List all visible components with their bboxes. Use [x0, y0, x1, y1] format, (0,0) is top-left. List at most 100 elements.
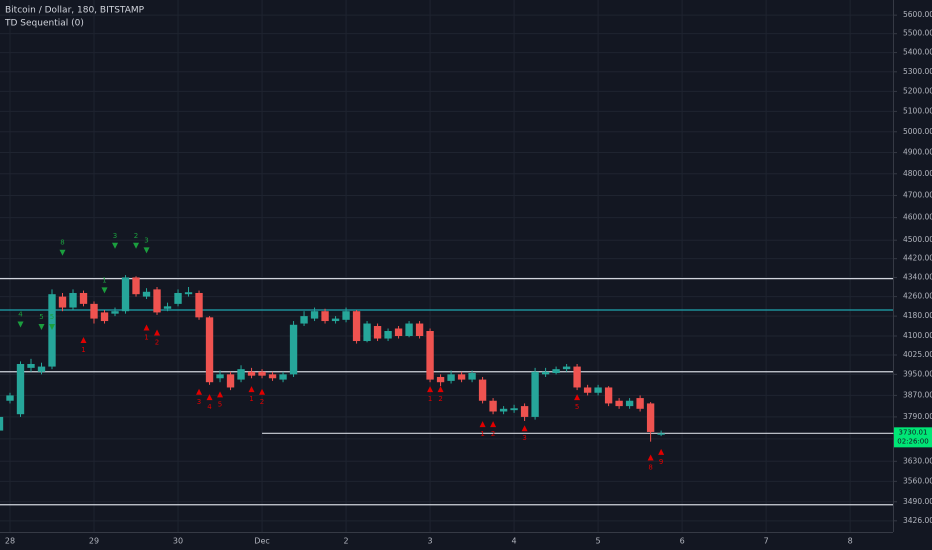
candle-body: [384, 330, 392, 339]
y-tick-label: 4260.00: [903, 292, 932, 301]
y-tick-label: 5200.00: [903, 86, 932, 95]
candle-body: [216, 374, 224, 379]
last-price-label: 3730.01: [899, 428, 928, 436]
candle-body: [279, 374, 287, 380]
td-arrow: [427, 386, 434, 393]
candle-body: [16, 363, 25, 415]
candle-body: [174, 292, 182, 304]
candle-body: [289, 324, 298, 375]
candle-body: [100, 312, 109, 322]
y-tick-label: 4025.00: [903, 350, 932, 359]
candle-body: [48, 294, 56, 367]
td-count: 1: [428, 395, 432, 403]
candle-body: [132, 277, 140, 295]
td-arrow: [521, 425, 528, 432]
x-tick-label: 4: [512, 537, 517, 546]
candle-body: [184, 292, 193, 295]
td-count: 1: [144, 333, 148, 341]
x-tick-label: 5: [596, 537, 601, 546]
candle-body: [468, 373, 476, 380]
candle-body: [405, 323, 413, 337]
candle-body: [163, 306, 172, 309]
td-arrow: [49, 324, 56, 331]
candle-body: [79, 292, 88, 304]
y-tick-label: 5100.00: [903, 106, 932, 115]
y-tick-label: 4100.00: [903, 331, 932, 340]
grid: [0, 0, 893, 532]
candle-body: [510, 408, 518, 411]
candle-body: [636, 398, 644, 409]
candle-body: [552, 369, 560, 374]
candle-body: [615, 400, 623, 407]
td-arrow: [143, 247, 150, 254]
td-arrow: [38, 324, 45, 331]
y-tick-label: 4180.00: [903, 311, 932, 320]
candle-body: [394, 328, 403, 337]
td-count: 1: [480, 430, 484, 438]
candle-body: [121, 277, 130, 312]
td-count: 5: [575, 403, 579, 411]
td-arrow: [437, 386, 444, 393]
y-tick-label: 3790.00: [903, 412, 932, 421]
td-count: 8: [60, 239, 64, 247]
td-count: 3: [144, 236, 148, 244]
td-count: 2: [260, 398, 264, 406]
candle-body: [342, 311, 350, 320]
td-count: 3: [113, 232, 117, 240]
candle-body: [205, 317, 214, 383]
candle-body: [604, 387, 613, 404]
candle-body: [0, 416, 4, 431]
candle-body: [58, 296, 67, 308]
td-arrow: [59, 249, 66, 256]
x-tick-label: 2: [344, 537, 349, 546]
candle-body: [373, 326, 382, 339]
x-tick-label: 6: [680, 537, 685, 546]
td-arrow: [196, 388, 203, 395]
candle-body: [499, 408, 508, 412]
x-tick-label: 3: [428, 537, 433, 546]
y-tick-label: 5600.00: [903, 10, 932, 19]
td-arrow: [80, 337, 87, 344]
candle-body: [352, 311, 361, 342]
candle-body: [6, 395, 14, 401]
td-arrow: [143, 324, 150, 331]
td-count: 4: [207, 403, 212, 411]
td-count: 2: [491, 430, 495, 438]
candle-body: [90, 303, 98, 319]
candle-body: [321, 311, 329, 322]
y-tick-label: 4420.00: [903, 254, 932, 263]
td-count: 1: [249, 395, 253, 403]
candle-body: [247, 371, 256, 376]
chart-title: Bitcoin / Dollar, 180, BITSTAMP: [5, 6, 145, 16]
candle-body: [37, 366, 46, 372]
td-count: 5: [50, 313, 54, 321]
candle-body: [478, 379, 487, 401]
y-tick-label: 4700.00: [903, 190, 932, 199]
td-arrow: [248, 386, 255, 393]
candle-body: [300, 316, 308, 324]
td-count: 9: [659, 458, 663, 466]
candle-body: [426, 330, 434, 380]
td-arrow: [479, 421, 486, 428]
td-arrow: [101, 287, 108, 294]
candle-body: [363, 323, 371, 342]
candle-body: [447, 374, 455, 381]
y-tick-label: 3560.00: [903, 476, 932, 485]
y-tick-label: 5400.00: [903, 48, 932, 57]
x-tick-label: 28: [5, 537, 15, 546]
countdown-label: 02:26:00: [897, 437, 928, 445]
td-count: 3: [522, 434, 526, 442]
y-tick-label: 4600.00: [903, 213, 932, 222]
candle-body: [237, 369, 245, 380]
candle-body: [415, 323, 424, 337]
td-count: 2: [134, 232, 138, 240]
td-count: 5: [39, 313, 43, 321]
y-tick-label: 4500.00: [903, 235, 932, 244]
candle-body: [657, 433, 665, 435]
td-count: 1: [102, 276, 106, 284]
candle-body: [583, 387, 592, 393]
td-count: 2: [438, 395, 442, 403]
